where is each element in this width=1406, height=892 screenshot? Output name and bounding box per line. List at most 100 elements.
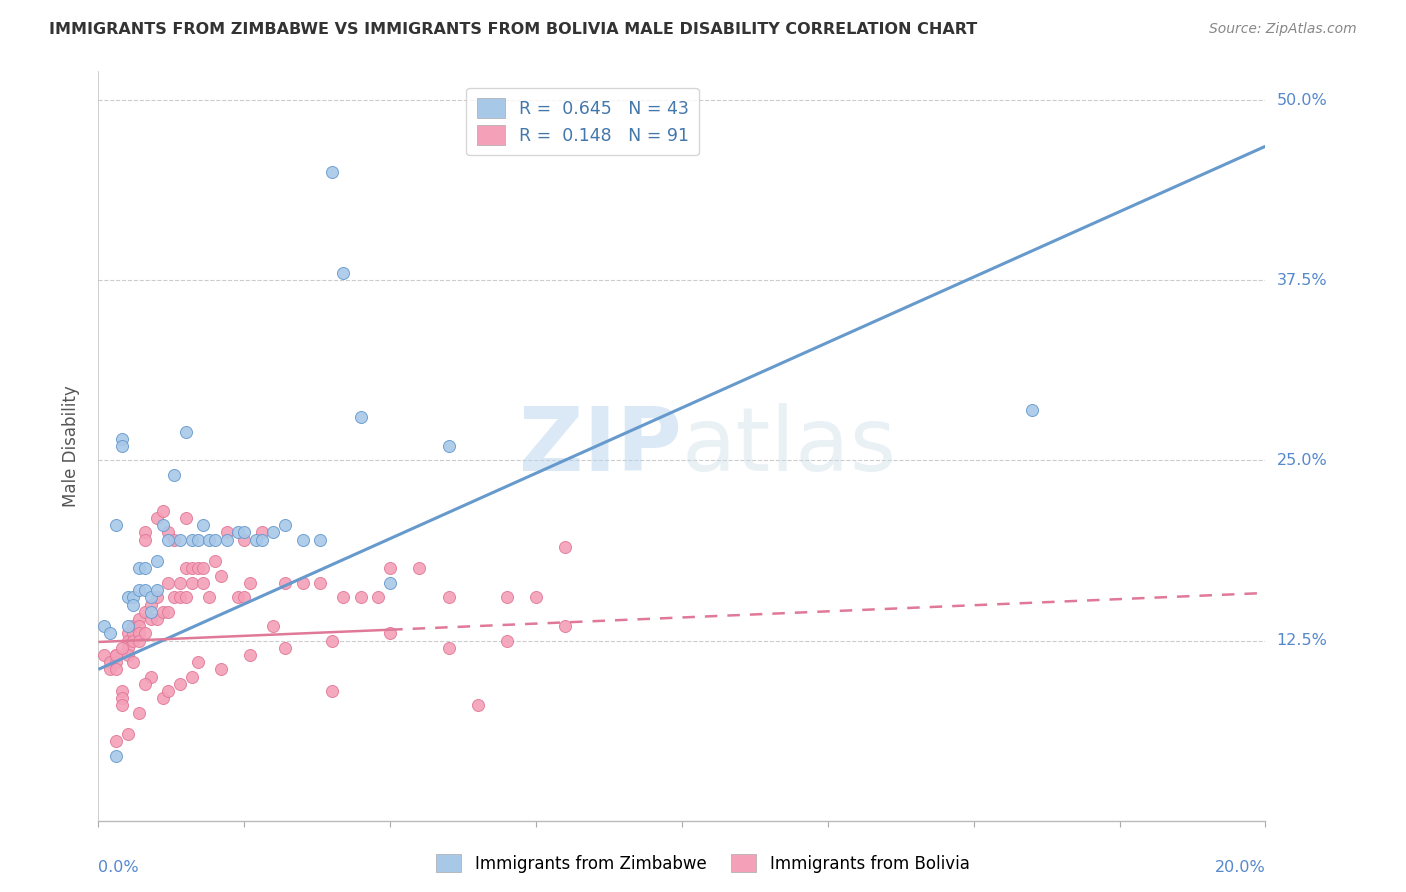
Point (152, 518, 174, 533)
Point (245, 533, 267, 547)
Point (134, 533, 156, 547)
Point (157, 605, 180, 619)
Point (128, 633, 150, 648)
Point (262, 619, 284, 633)
Point (146, 554, 169, 568)
Point (134, 605, 156, 619)
Point (180, 561, 202, 575)
Point (250, 525, 273, 540)
Point (198, 591, 221, 605)
Point (524, 591, 547, 605)
Point (111, 691, 134, 706)
Point (554, 619, 576, 633)
Point (104, 662, 127, 676)
Point (496, 591, 519, 605)
Point (467, 698, 489, 713)
Point (163, 591, 186, 605)
Point (239, 648, 262, 662)
Point (321, 684, 343, 698)
Point (187, 533, 209, 547)
Point (187, 561, 209, 575)
Point (1021, 403, 1043, 417)
Point (146, 612, 169, 626)
Point (437, 439, 460, 453)
Point (209, 568, 232, 582)
Point (437, 640, 460, 655)
Point (215, 533, 238, 547)
Point (122, 633, 145, 648)
Point (309, 575, 332, 590)
Point (157, 575, 180, 590)
Point (180, 575, 202, 590)
Point (104, 518, 127, 533)
Point (98, 655, 121, 669)
Point (111, 684, 134, 698)
Point (128, 619, 150, 633)
Point (198, 533, 221, 547)
Legend: R =  0.645   N = 43, R =  0.148   N = 91: R = 0.645 N = 43, R = 0.148 N = 91 (467, 87, 699, 155)
Point (117, 640, 139, 655)
Point (554, 540, 576, 554)
Point (262, 525, 284, 540)
Point (350, 410, 373, 425)
Point (250, 533, 273, 547)
Point (496, 633, 519, 648)
Point (139, 612, 162, 626)
Point (111, 432, 134, 446)
Point (163, 533, 186, 547)
Point (139, 669, 162, 683)
Point (122, 626, 145, 640)
Point (139, 605, 162, 619)
Point (128, 561, 150, 575)
Point (174, 591, 197, 605)
Point (122, 591, 145, 605)
Point (274, 518, 297, 533)
Point (380, 561, 402, 575)
Point (98, 626, 121, 640)
Point (321, 633, 343, 648)
Point (111, 439, 134, 453)
Point (187, 655, 209, 669)
Point (163, 467, 186, 482)
Text: Source: ZipAtlas.com: Source: ZipAtlas.com (1209, 22, 1357, 37)
Point (228, 525, 250, 540)
Point (98, 662, 121, 676)
Text: 0.0%: 0.0% (98, 860, 139, 874)
Point (157, 525, 180, 540)
Point (169, 677, 191, 691)
Point (104, 655, 127, 669)
Point (134, 561, 156, 575)
Point (169, 575, 191, 590)
Point (111, 640, 134, 655)
Point (122, 619, 145, 633)
Point (128, 626, 150, 640)
Point (146, 583, 169, 598)
Point (169, 591, 191, 605)
Point (139, 591, 162, 605)
Point (204, 533, 226, 547)
Point (157, 533, 180, 547)
Point (152, 691, 174, 706)
Point (128, 706, 150, 720)
Point (233, 525, 256, 540)
Point (291, 533, 314, 547)
Y-axis label: Male Disability: Male Disability (62, 385, 80, 507)
Text: ZIP: ZIP (519, 402, 682, 490)
Point (332, 591, 354, 605)
Point (193, 575, 215, 590)
Point (239, 575, 262, 590)
Point (174, 425, 197, 439)
Point (408, 561, 430, 575)
Point (104, 734, 127, 748)
Point (117, 648, 139, 662)
Point (134, 626, 156, 640)
Point (437, 591, 460, 605)
Point (233, 591, 256, 605)
Point (122, 655, 145, 669)
Point (174, 511, 197, 525)
Point (274, 640, 297, 655)
Point (117, 619, 139, 633)
Point (209, 662, 232, 676)
Point (93, 619, 115, 633)
Point (104, 648, 127, 662)
